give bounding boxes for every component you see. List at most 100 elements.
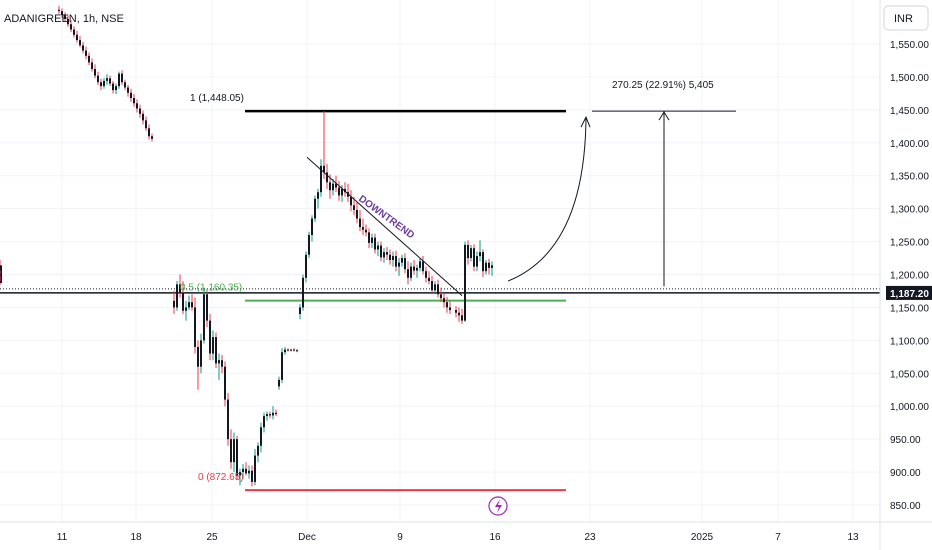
measure-label: 270.25 (22.91%) 5,405	[612, 80, 714, 91]
time-tick-label: 13	[847, 532, 859, 543]
price-axis[interactable]: 1,550.00 1,500.00 1,450.00 1,400.00 1,350.00…	[879, 0, 929, 550]
candle-body	[335, 183, 337, 188]
price-tick-label: 1,450.00	[890, 106, 929, 117]
candle-body	[284, 349, 286, 353]
candle-body	[449, 307, 451, 311]
candle-body	[224, 366, 226, 400]
candle-body	[127, 87, 129, 93]
candle-body	[239, 472, 241, 476]
candle-body	[437, 284, 439, 295]
candle-body	[443, 298, 445, 303]
price-tick-label: 1,050.00	[890, 369, 929, 380]
time-tick-label: 25	[206, 532, 218, 543]
downtrend-line[interactable]	[306, 156, 463, 296]
price-tick-label: 850.00	[890, 501, 921, 512]
price-tick-label: 1,550.00	[890, 40, 929, 51]
candle-body	[458, 312, 460, 316]
candle-body	[145, 120, 147, 129]
candle-body	[404, 258, 406, 270]
candle-body	[398, 262, 400, 267]
candle-body	[94, 69, 96, 76]
time-tick-label: 7	[775, 532, 781, 543]
price-tick-label: 950.00	[890, 435, 921, 446]
candle-body	[194, 307, 196, 347]
candle-body	[293, 349, 295, 351]
candle-body	[296, 350, 298, 352]
candle-body	[473, 248, 475, 267]
candle-body	[416, 267, 418, 271]
time-tick-label: 9	[397, 532, 403, 543]
time-tick-label: 18	[130, 532, 142, 543]
candle-body	[188, 302, 190, 308]
candle-body	[130, 92, 132, 99]
candle-body	[206, 294, 208, 321]
candle-body	[197, 346, 199, 367]
candle-body	[488, 262, 490, 268]
candle-body	[359, 218, 361, 228]
candle-body	[0, 281, 2, 284]
candle-body	[317, 192, 319, 199]
candle-body	[275, 412, 277, 415]
candle-body	[431, 281, 433, 291]
candle-body	[64, 15, 66, 19]
candle-body	[299, 307, 301, 315]
grid-lines	[0, 0, 880, 522]
candle-body	[470, 248, 472, 259]
candle-body	[440, 294, 442, 299]
candle-body	[121, 73, 123, 83]
candle-body	[200, 340, 202, 367]
candle-body	[218, 360, 220, 364]
candle-body	[485, 262, 487, 272]
candle-body	[176, 284, 178, 308]
candle-body	[106, 78, 108, 81]
candle-body	[314, 198, 316, 219]
candle-body	[308, 234, 310, 255]
candle-body	[278, 379, 280, 387]
candle-body	[386, 252, 388, 255]
candle-body	[332, 183, 334, 191]
candle-body	[233, 439, 235, 463]
candle-body	[67, 18, 69, 25]
time-axis[interactable]: 11 18 25 Dec 9 16 23 2025 7 13	[0, 521, 932, 543]
candle-body	[374, 237, 376, 250]
candles-group	[0, 5, 493, 487]
candle-body	[242, 468, 244, 473]
candle-body	[257, 445, 259, 456]
candle-body	[338, 187, 340, 196]
candle-body	[0, 265, 2, 275]
fib-level-0-label: 0 (872.65)	[198, 472, 244, 483]
price-tick-label: 1,300.00	[890, 205, 929, 216]
flash-alert-icon[interactable]	[488, 496, 508, 516]
candle-body	[236, 439, 238, 476]
price-tick-label: 1,200.00	[890, 271, 929, 282]
candle-body	[356, 209, 358, 219]
projection-curve-arrow[interactable]	[507, 117, 587, 282]
candle-body	[230, 439, 232, 463]
candle-body	[389, 254, 391, 261]
candle-body	[383, 252, 385, 258]
candle-body	[482, 252, 484, 272]
candle-body	[221, 360, 223, 367]
candle-body	[109, 78, 111, 84]
candle-body	[269, 414, 271, 416]
candle-body	[85, 50, 87, 56]
candle-body	[287, 349, 289, 351]
candle-body	[425, 271, 427, 278]
candle-body	[476, 256, 478, 267]
price-tick-label: 1,400.00	[890, 139, 929, 150]
candle-body	[215, 337, 217, 364]
time-tick-label: 16	[489, 532, 501, 543]
candle-body	[260, 427, 262, 446]
candle-body	[428, 277, 430, 282]
candle-body	[329, 182, 331, 191]
candle-body	[401, 258, 403, 263]
candle-body	[203, 294, 205, 341]
time-tick-label: 2025	[691, 532, 714, 543]
candle-body	[245, 468, 247, 474]
candle-body	[464, 244, 466, 321]
candle-body	[467, 244, 469, 259]
candle-body	[323, 165, 325, 173]
currency-badge-box[interactable]	[883, 5, 929, 31]
candle-body	[365, 229, 367, 233]
